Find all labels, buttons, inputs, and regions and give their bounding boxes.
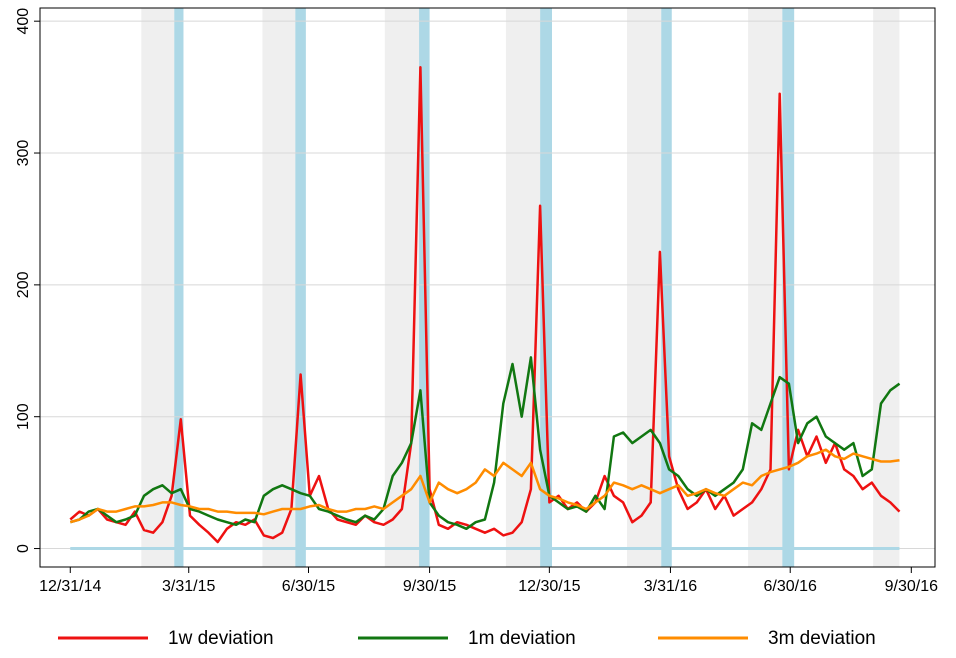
x-tick-label: 12/30/15 <box>518 578 580 595</box>
x-tick-label: 6/30/16 <box>764 578 817 595</box>
shaded-period <box>782 8 795 567</box>
series-line <box>69 356 901 531</box>
shaded-period <box>174 8 184 567</box>
series-line <box>69 448 900 524</box>
x-tick-label: 9/30/16 <box>885 578 938 595</box>
y-tick-label: 200 <box>15 271 32 298</box>
shaded-period <box>262 8 296 567</box>
shaded-period <box>141 8 175 567</box>
shaded-period <box>384 8 420 567</box>
legend-label: 3m deviation <box>768 628 876 649</box>
shaded-period <box>540 8 552 567</box>
shaded-period <box>505 8 541 567</box>
y-tick-label: 300 <box>15 140 32 167</box>
x-tick-label: 3/31/15 <box>162 578 215 595</box>
legend-label: 1m deviation <box>468 628 576 649</box>
series-line <box>69 66 901 544</box>
x-tick-label: 3/31/16 <box>644 578 697 595</box>
y-tick-label: 400 <box>15 8 32 35</box>
y-tick-label: 0 <box>15 544 32 553</box>
y-tick-label: 100 <box>15 403 32 430</box>
legend-label: 1w deviation <box>168 628 274 649</box>
shaded-period <box>627 8 662 567</box>
shaded-period <box>295 8 306 567</box>
x-tick-label: 9/30/15 <box>403 578 456 595</box>
shaded-period <box>661 8 672 567</box>
x-tick-label: 12/31/14 <box>39 578 101 595</box>
shaded-period <box>873 8 900 567</box>
x-tick-label: 6/30/15 <box>282 578 335 595</box>
plot-frame <box>39 7 936 568</box>
